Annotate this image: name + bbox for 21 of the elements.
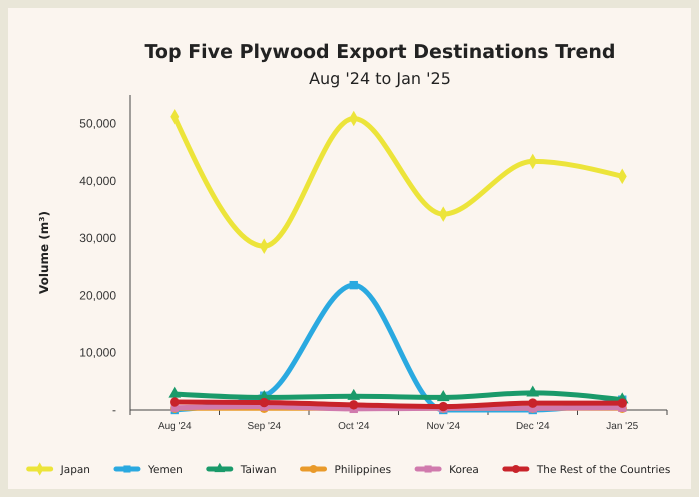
legend-label: Taiwan xyxy=(240,464,277,476)
y-tick-label: - xyxy=(112,402,116,417)
x-tick-label: Jan '25 xyxy=(606,421,639,432)
y-tick-label: 10,000 xyxy=(79,346,116,360)
legend-label: Philippines xyxy=(334,464,392,476)
chart-title: Top Five Plywood Export Destinations Trend xyxy=(144,41,616,63)
x-tick-label: Sep '24 xyxy=(247,421,282,432)
chart-subtitle: Aug '24 to Jan '25 xyxy=(309,69,451,88)
y-tick-label: 30,000 xyxy=(79,231,116,246)
y-axis-title: Volume (m³) xyxy=(37,210,51,294)
y-tick-label: 50,000 xyxy=(79,116,116,130)
x-tick-label: Nov '24 xyxy=(426,421,460,432)
legend-label: Yemen xyxy=(146,464,183,476)
legend-label: Korea xyxy=(449,464,479,476)
y-tick-label: 20,000 xyxy=(79,288,116,302)
x-tick-label: Oct '24 xyxy=(338,421,370,432)
legend-label: The Rest of the Countries xyxy=(536,464,670,476)
x-tick-label: Aug '24 xyxy=(158,421,192,432)
y-tick-label: 40,000 xyxy=(79,174,116,188)
legend-label: Japan xyxy=(60,464,90,476)
x-tick-label: Dec '24 xyxy=(516,421,550,432)
